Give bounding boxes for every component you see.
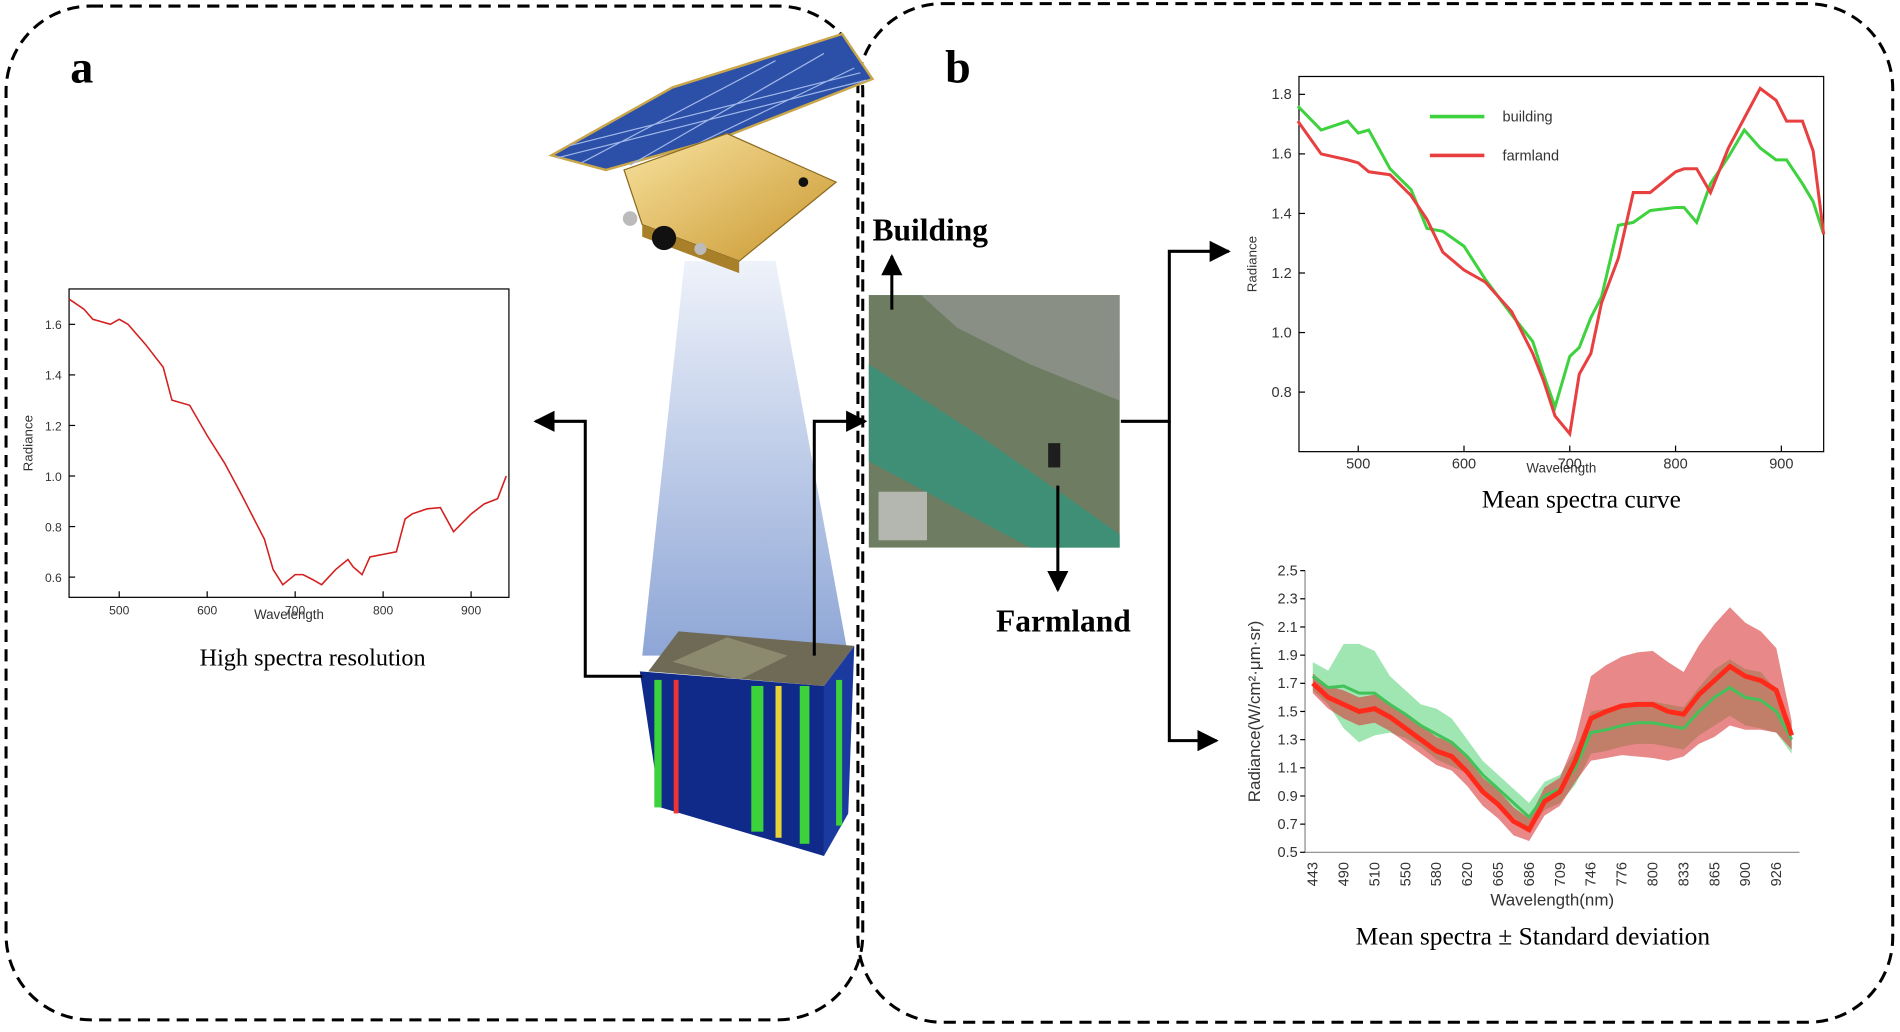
y-tick-label: 0.8 [1271, 385, 1291, 401]
x-axis-label: Wavelength [1526, 460, 1596, 475]
y-tick-label: 1.2 [1271, 266, 1291, 282]
x-tick-label: 620 [1460, 862, 1476, 886]
x-tick-label: 900 [461, 603, 481, 617]
y-tick-label: 2.5 [1278, 563, 1298, 579]
satellite-image [868, 295, 1120, 548]
y-tick-label: 0.6 [45, 571, 62, 585]
panel-label: a [70, 42, 93, 93]
x-tick-label: 700 [285, 603, 305, 617]
x-tick-label: 500 [1346, 457, 1370, 473]
x-tick-label: 700 [1558, 457, 1582, 473]
mean-line [1311, 663, 1794, 834]
x-tick-label: 510 [1367, 862, 1383, 886]
y-tick-label: 1.0 [45, 470, 62, 484]
y-tick-label: 1.3 [1278, 732, 1298, 748]
x-tick-label: 686 [1522, 862, 1538, 886]
y-tick-label: 1.4 [45, 369, 62, 383]
y-tick-label: 1.2 [45, 419, 62, 433]
x-tick-label: 580 [1429, 862, 1445, 886]
y-tick-label: 1.5 [1278, 704, 1298, 720]
hyperspectral-cube [639, 631, 855, 856]
y-tick-label: 0.8 [45, 520, 62, 534]
sensor-beam [642, 261, 849, 656]
x-tick-label: 926 [1769, 862, 1785, 886]
x-tick-label: 709 [1553, 862, 1569, 886]
series-line [1296, 105, 1826, 412]
x-tick-label: 600 [197, 603, 217, 617]
x-tick-label: 833 [1676, 862, 1692, 886]
region-label: Building [872, 212, 988, 247]
y-tick-label: 1.6 [45, 318, 62, 332]
y-tick-label: 1.7 [1278, 676, 1298, 692]
x-tick-label: 600 [1452, 457, 1476, 473]
x-axis-label: Wavelength(nm) [1490, 891, 1614, 910]
y-tick-label: 1.4 [1271, 206, 1291, 222]
y-tick-label: 1.1 [1278, 761, 1298, 777]
y-tick-label: 1.9 [1278, 648, 1298, 664]
arrows [533, 240, 1231, 752]
chart-caption: Mean spectra ± Standard deviation [1356, 922, 1711, 951]
y-tick-label: 1.6 [1271, 147, 1291, 163]
y-axis-label: Radiance [21, 415, 36, 471]
y-tick-label: 0.9 [1278, 789, 1298, 805]
region-label: Farmland [996, 603, 1131, 638]
x-axis-label: Wavelength [254, 607, 324, 622]
y-tick-label: 0.5 [1278, 845, 1298, 861]
y-tick-label: 2.1 [1278, 620, 1298, 636]
legend-label: building [1503, 109, 1553, 125]
series-line [68, 298, 507, 586]
x-tick-label: 865 [1707, 862, 1723, 886]
legend-label: farmland [1503, 148, 1560, 164]
y-axis-label: Radiance [1245, 236, 1260, 292]
x-tick-label: 776 [1615, 862, 1631, 886]
x-tick-label: 746 [1584, 862, 1600, 886]
panel-frame [4, 4, 865, 1022]
series-line [1296, 86, 1826, 438]
y-tick-label: 1.0 [1271, 325, 1291, 341]
panel-label: b [945, 42, 971, 93]
y-axis-label: Radiance(W/cm²·μm·sr) [1245, 621, 1264, 803]
satellite [548, 32, 875, 274]
x-tick-label: 490 [1337, 862, 1353, 886]
x-tick-label: 800 [1646, 862, 1662, 886]
plot-frame [68, 288, 510, 598]
x-tick-label: 500 [109, 603, 129, 617]
x-tick-label: 443 [1306, 862, 1322, 886]
y-tick-label: 2.3 [1278, 592, 1298, 608]
y-tick-label: 1.8 [1271, 87, 1291, 103]
x-tick-label: 900 [1769, 457, 1793, 473]
charts: High spectra resolution Wavelength Radianc… [21, 75, 1826, 951]
chart-caption: Mean spectra curve [1482, 484, 1681, 513]
panel-frame [856, 2, 1895, 1024]
std-band [1312, 607, 1792, 842]
x-tick-label: 900 [1738, 862, 1754, 886]
y-tick-label: 0.7 [1278, 817, 1298, 833]
chart-caption: High spectra resolution [200, 644, 426, 671]
x-tick-label: 800 [373, 603, 393, 617]
x-tick-label: 800 [1663, 457, 1687, 473]
x-tick-label: 550 [1398, 862, 1414, 886]
mean-line [1311, 675, 1793, 820]
x-tick-label: 665 [1491, 862, 1507, 886]
